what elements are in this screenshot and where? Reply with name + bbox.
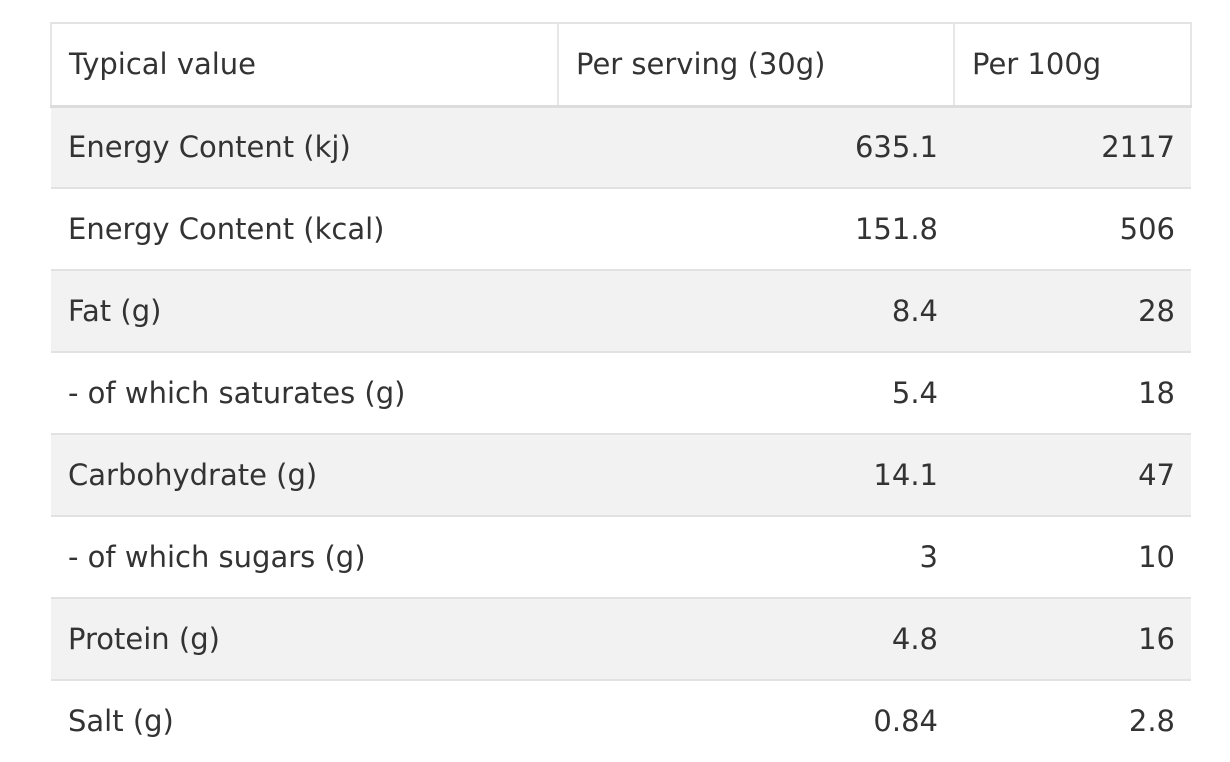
per-serving-value: 5.4 xyxy=(558,352,954,434)
per-serving-value: 0.84 xyxy=(558,680,954,762)
per-100g-value: 16 xyxy=(954,598,1191,680)
per-serving-value: 3 xyxy=(558,516,954,598)
nutrient-label: Energy Content (kj) xyxy=(51,106,558,188)
nutrition-table: Typical value Per serving (30g) Per 100g… xyxy=(50,22,1192,762)
per-100g-value: 2.8 xyxy=(954,680,1191,762)
header-per-100g: Per 100g xyxy=(953,22,1192,108)
per-serving-value: 151.8 xyxy=(558,188,954,270)
table-row: Protein (g) 4.8 16 xyxy=(51,598,1191,680)
per-100g-value: 28 xyxy=(954,270,1191,352)
table-row: Energy Content (kcal) 151.8 506 xyxy=(51,188,1191,270)
per-100g-value: 18 xyxy=(954,352,1191,434)
nutrient-label: Protein (g) xyxy=(51,598,558,680)
per-100g-value: 2117 xyxy=(954,106,1191,188)
table-row: Salt (g) 0.84 2.8 xyxy=(51,680,1191,762)
per-100g-value: 506 xyxy=(954,188,1191,270)
nutrition-table-container: Typical value Per serving (30g) Per 100g… xyxy=(50,22,1192,762)
per-serving-value: 4.8 xyxy=(558,598,954,680)
header-per-serving: Per serving (30g) xyxy=(557,22,955,108)
nutrient-label: Salt (g) xyxy=(51,680,558,762)
table-row: Carbohydrate (g) 14.1 47 xyxy=(51,434,1191,516)
per-serving-value: 8.4 xyxy=(558,270,954,352)
table-row: Fat (g) 8.4 28 xyxy=(51,270,1191,352)
per-100g-value: 10 xyxy=(954,516,1191,598)
per-100g-value: 47 xyxy=(954,434,1191,516)
table-row: - of which saturates (g) 5.4 18 xyxy=(51,352,1191,434)
table-row: - of which sugars (g) 3 10 xyxy=(51,516,1191,598)
table-header: Typical value Per serving (30g) Per 100g xyxy=(50,22,1192,108)
nutrient-label: Energy Content (kcal) xyxy=(51,188,558,270)
nutrient-label: - of which saturates (g) xyxy=(51,352,558,434)
per-serving-value: 14.1 xyxy=(558,434,954,516)
nutrient-label: Fat (g) xyxy=(51,270,558,352)
nutrient-label: Carbohydrate (g) xyxy=(51,434,558,516)
nutrient-label: - of which sugars (g) xyxy=(51,516,558,598)
table-row: Energy Content (kj) 635.1 2117 xyxy=(51,106,1191,188)
table-body: Energy Content (kj) 635.1 2117 Energy Co… xyxy=(51,106,1191,762)
per-serving-value: 635.1 xyxy=(558,106,954,188)
header-row: Typical value Per serving (30g) Per 100g xyxy=(50,22,1192,108)
header-typical-value: Typical value xyxy=(50,22,559,108)
